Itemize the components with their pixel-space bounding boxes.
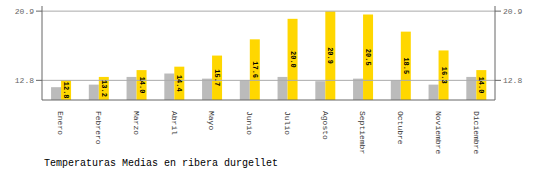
svg-text:Octubre: Octubre — [396, 111, 405, 145]
svg-text:Agosto: Agosto — [321, 111, 330, 140]
svg-text:12.8: 12.8 — [62, 82, 70, 99]
svg-text:20.0: 20.0 — [289, 51, 297, 68]
svg-text:Julio: Julio — [283, 111, 292, 135]
svg-text:Diciembre: Diciembre — [472, 111, 481, 154]
svg-text:20.9: 20.9 — [326, 47, 334, 64]
svg-text:12.8: 12.8 — [503, 76, 522, 85]
svg-text:Enero: Enero — [56, 111, 65, 135]
svg-text:14.0: 14.0 — [477, 77, 485, 94]
svg-text:18.5: 18.5 — [402, 57, 410, 74]
svg-text:16.3: 16.3 — [440, 67, 448, 84]
svg-text:Marzo: Marzo — [132, 111, 141, 135]
svg-text:14.4: 14.4 — [175, 75, 183, 92]
svg-text:Febrero: Febrero — [94, 111, 103, 145]
svg-text:12.8: 12.8 — [15, 76, 34, 85]
svg-text:Junio: Junio — [245, 111, 254, 135]
svg-text:Mayo: Mayo — [207, 111, 216, 130]
svg-text:Noviembre: Noviembre — [434, 111, 443, 154]
svg-text:15.7: 15.7 — [213, 69, 221, 86]
svg-text:20.9: 20.9 — [15, 7, 34, 16]
html-text:Temperaturas Medias en ribera: Temperaturas Medias en ribera durgellet — [44, 158, 278, 169]
svg-text:20.5: 20.5 — [364, 49, 372, 66]
svg-text:13.2: 13.2 — [100, 80, 108, 97]
svg-text:14.0: 14.0 — [138, 77, 146, 94]
svg-text:20.9: 20.9 — [503, 7, 522, 16]
svg-text:Septiembre: Septiembre — [358, 111, 367, 154]
svg-text:Abril: Abril — [170, 111, 179, 135]
svg-text:17.6: 17.6 — [251, 61, 259, 78]
